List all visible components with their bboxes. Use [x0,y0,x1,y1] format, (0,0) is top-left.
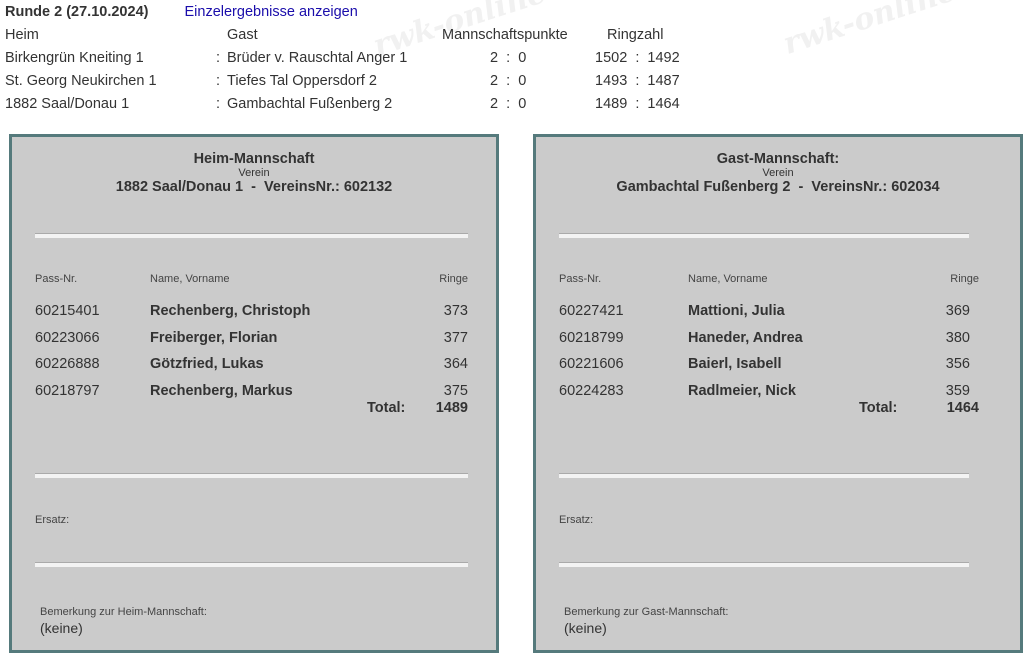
divider [559,473,969,478]
guest-team-panel: Gast-Mannschaft: Verein Gambachtal Fußen… [533,134,1023,653]
results-header: Heim Gast Mannschaftspunkte Ringzahl [5,24,745,47]
verein-label: Verein [238,167,270,179]
team-heading: Heim-Mannschaft Verein 1882 Saal/Donau 1… [12,151,496,195]
match-row: St. Georg Neukirchen 1 : Tiefes Tal Oppe… [5,70,745,93]
match-row: 1882 Saal/Donau 1 : Gambachtal Fußenberg… [5,93,745,116]
team-heading: Gast-Mannschaft: Verein Gambachtal Fußen… [536,151,1020,195]
player-row: 60218799 Haneder, Andrea 380 [559,325,970,352]
player-list: 60227421 Mattioni, Julia 369 60218799 Ha… [559,298,970,404]
player-rings: 375 [443,382,468,399]
player-name: Freiberger, Florian [150,329,278,346]
round-results: Runde 2 (27.10.2024) Einzelergebnisse an… [5,4,745,116]
team-heading-title: Heim-Mannschaft [193,151,315,167]
player-pass: 60226888 [35,356,100,372]
match-points: 2 : 0 [490,96,527,112]
player-row: 60227421 Mattioni, Julia 369 [559,298,970,325]
player-name: Götzfried, Lukas [150,356,264,372]
player-name: Radlmeier, Nick [688,382,796,399]
total-label: Total: [859,400,898,416]
verein-label: Verein [762,167,794,179]
divider [559,562,969,567]
divider [35,473,468,478]
home-team-panel: Heim-Mannschaft Verein 1882 Saal/Donau 1… [9,134,499,653]
player-name: Baierl, Isabell [688,356,782,372]
total-label: Total: [367,400,406,416]
substitute-label: Ersatz: [35,514,70,526]
match-guest: Gambachtal Fußenberg 2 [227,96,393,112]
show-individual-results-link[interactable]: Einzelergebnisse anzeigen [184,4,358,20]
match-home: 1882 Saal/Donau 1 [5,96,130,112]
header-points: Mannschaftspunkte [442,27,568,43]
player-row: 60215401 Rechenberg, Christoph 373 [35,298,468,325]
player-name: Rechenberg, Christoph [150,303,311,319]
match-points: 2 : 0 [490,73,527,89]
match-guest: Tiefes Tal Oppersdorf 2 [227,73,377,89]
player-rings: 380 [945,329,970,346]
divider [35,562,468,567]
substitute-label: Ersatz: [559,514,594,526]
match-points: 2 : 0 [490,50,527,66]
player-pass: 60221606 [559,356,624,372]
club-name-number: Gambachtal Fußenberg 2 - VereinsNr.: 602… [616,179,940,195]
player-row: 60226888 Götzfried, Lukas 364 [35,351,468,378]
player-name: Rechenberg, Markus [150,382,293,399]
remark-value: (keine) [564,620,607,636]
player-list: 60215401 Rechenberg, Christoph 373 60223… [35,298,468,404]
player-rings: 359 [945,382,970,399]
col-rings-label: Ringe [950,273,979,285]
player-rings: 356 [945,356,970,372]
player-pass: 60223066 [35,329,100,346]
match-home: Birkengrün Kneiting 1 [5,50,144,66]
header-guest: Gast [227,27,258,43]
match-home: St. Georg Neukirchen 1 [5,73,157,89]
remark-label: Bemerkung zur Gast-Mannschaft: [564,606,729,618]
player-pass: 60227421 [559,303,624,319]
remark-label: Bemerkung zur Heim-Mannschaft: [40,606,207,618]
player-rings: 369 [945,303,970,319]
total-value: 1489 [435,400,468,416]
divider [35,233,468,238]
player-rings: 377 [443,329,468,346]
col-name-label: Name, Vorname [688,273,768,285]
player-pass: 60215401 [35,303,100,319]
player-row: 60218797 Rechenberg, Markus 375 [35,378,468,405]
match-guest: Brüder v. Rauschtal Anger 1 [227,50,408,66]
watermark: rwk-online [778,0,961,62]
col-pass-label: Pass-Nr. [559,273,602,285]
player-row: 60221606 Baierl, Isabell 356 [559,351,970,378]
col-pass-label: Pass-Nr. [35,273,78,285]
player-row: 60224283 Radlmeier, Nick 359 [559,378,970,405]
player-pass: 60218797 [35,382,100,399]
player-pass: 60224283 [559,382,624,399]
match-rings: 1493 : 1487 [595,73,680,89]
match-separator: : [216,96,221,112]
player-name: Haneder, Andrea [688,329,803,346]
header-home: Heim [5,27,39,43]
match-rings: 1489 : 1464 [595,96,680,112]
player-rings: 364 [443,356,468,372]
col-rings-label: Ringe [439,273,468,285]
match-row: Birkengrün Kneiting 1 : Brüder v. Rausch… [5,47,745,70]
match-separator: : [216,73,221,89]
remark-value: (keine) [40,620,83,636]
player-name: Mattioni, Julia [688,303,785,319]
col-name-label: Name, Vorname [150,273,230,285]
header-rings: Ringzahl [607,27,664,43]
club-name-number: 1882 Saal/Donau 1 - VereinsNr.: 602132 [115,179,393,195]
round-title: Runde 2 (27.10.2024) [5,4,149,20]
total-value: 1464 [946,400,979,416]
player-pass: 60218799 [559,329,624,346]
match-rings: 1502 : 1492 [595,50,680,66]
match-separator: : [216,50,221,66]
divider [559,233,969,238]
player-rings: 373 [443,303,468,319]
team-heading-title: Gast-Mannschaft: [716,151,840,167]
player-row: 60223066 Freiberger, Florian 377 [35,325,468,352]
